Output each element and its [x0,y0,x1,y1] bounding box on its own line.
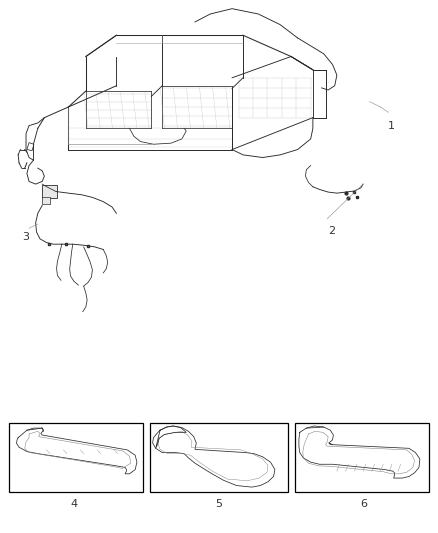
FancyBboxPatch shape [42,185,57,198]
Text: 2: 2 [328,226,335,236]
Text: 4: 4 [71,499,78,509]
Text: 6: 6 [360,499,367,509]
FancyBboxPatch shape [42,197,50,204]
Text: 1: 1 [388,120,395,131]
Text: 5: 5 [215,499,223,509]
Bar [295,423,429,492]
Text: 3: 3 [22,232,29,243]
Bar [150,423,288,492]
Bar [9,423,143,492]
Polygon shape [155,426,186,448]
